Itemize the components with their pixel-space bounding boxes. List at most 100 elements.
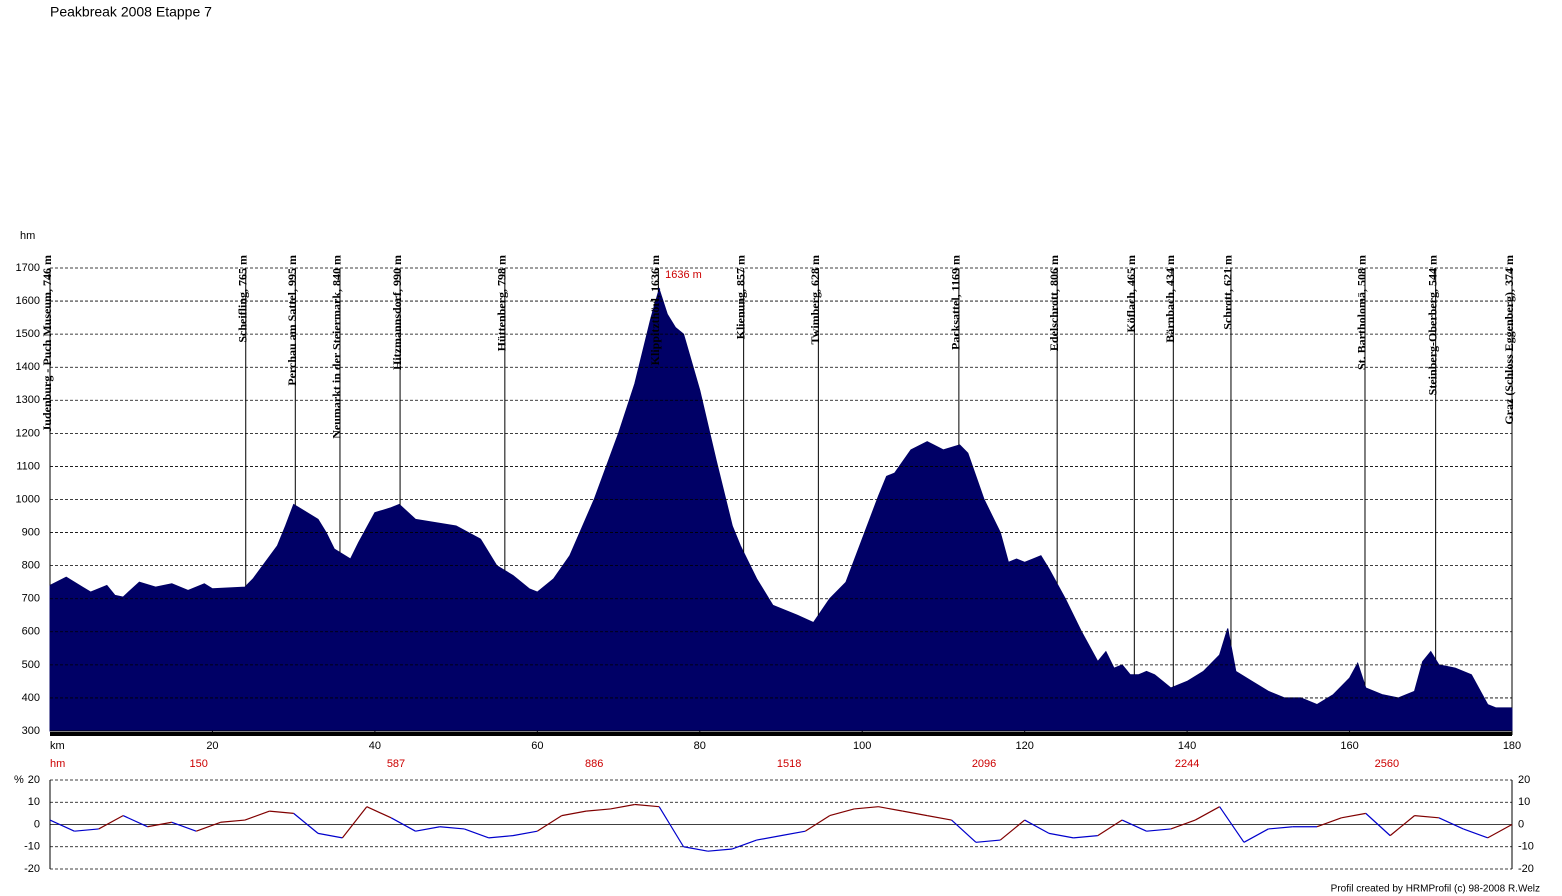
gradient-segment [1268,826,1293,830]
y-tick-label-right: -20 [1518,863,1534,875]
gradient-segment [1170,819,1196,830]
gradient-segment [317,832,343,839]
y-tick-label: 400 [22,692,40,704]
climb-value: 2560 [1375,758,1399,770]
waypoint-label: Neumarkt in der Steiermark, 840 m [330,255,344,439]
gradient-segment [561,810,587,817]
gradient-segment [1487,823,1513,839]
gradient-segment [1024,819,1050,834]
gradient-segment [854,806,879,810]
y-tick-label: 1500 [16,328,40,340]
x-tick-label: 180 [1503,740,1521,752]
gradient-segment [415,826,440,832]
gradient-segment [634,803,660,808]
y-tick-label: 1000 [16,493,40,505]
gradient-segment [610,803,635,810]
y-tick-label: 1100 [16,460,40,472]
gradient-segment [902,810,928,817]
gradient-segment [74,828,99,832]
waypoint-label: Klippitzthörl, 1636 m [648,255,662,365]
climb-value: 587 [387,758,405,770]
waypoint-label: Packsattel, 1169 m [949,255,963,350]
gradient-segment [732,839,757,850]
gradient-segment [1365,812,1391,837]
peak-label: 1636 m [665,269,702,281]
gradient-segment [805,815,831,832]
y-tick-label: 300 [22,725,40,737]
gradient-segment [1219,806,1245,843]
y-tick-label-right: 20 [1518,774,1530,786]
waypoint-label: Twimberg, 628 m [808,255,822,344]
gradient-segment [780,830,806,837]
gradient-segment [98,815,124,830]
gradient-segment [366,806,392,819]
y-tick-label-right: 0 [1518,818,1524,830]
gradient-segment [439,826,465,830]
y-tick-label: 0 [34,818,40,830]
y-tick-label: -20 [24,863,40,875]
waypoint-label: Scheifling, 765 m [235,255,249,343]
y-tick-label: 1200 [16,427,40,439]
gradient-segment [1243,828,1269,843]
x-tick-label: 140 [1178,740,1196,752]
gradient-segment [707,848,733,852]
y-tick-label: 1300 [16,394,40,406]
gradient-segment [683,846,709,852]
y-tick-label: 1600 [16,295,40,307]
waypoint-label: Judenburg - Puch Museum, 746 m [40,255,54,432]
gradient-segment [220,819,245,823]
waypoint-label: Hitzmannsdorf, 990 m [390,255,404,370]
y-tick-label: 800 [22,560,40,572]
gradient-segment [537,815,563,832]
gradient-segment [122,815,148,828]
y-tick-label: 1400 [16,361,40,373]
waypoint-label: Perchau am Sattel, 995 m [285,255,299,386]
gradient-segment [999,819,1026,841]
gradient-segment [1414,815,1439,819]
peak-marker [658,288,661,291]
gradient-segment [464,828,489,839]
gradient-segment [927,815,952,821]
gradient-segment [1097,819,1123,837]
gradient-segment [512,830,538,837]
waypoint-label: Graz (Schloss Eggenberg), 374 m [1502,255,1516,425]
y-tick-label: 500 [22,659,40,671]
gradient-segment [488,835,514,839]
gradient-segment [658,806,685,848]
x-tick-label: 80 [694,740,706,752]
y-tick-label: 1700 [16,262,40,274]
x-tick-label: 100 [853,740,871,752]
gradient-segment [147,821,172,828]
footer: Profil created by HRMProfil (c) 98-2008 … [1331,884,1540,895]
gradient-segment [1048,832,1074,839]
y-tick-label: -10 [24,841,40,853]
gradient-segment [171,821,197,832]
waypoint-label: Bärnbach, 434 m [1163,255,1177,343]
waypoint-label: Schrott, 621 m [1221,255,1235,330]
axis-band [50,732,1512,736]
y-tick-label: 20 [28,774,40,786]
x-tick-label: 60 [531,740,543,752]
gradient-segment [878,806,903,812]
gradient-segment [195,821,221,832]
gradient-segment [1073,835,1098,839]
gradient-segment [341,806,368,839]
gradient-segment [975,839,1001,843]
y-tick-label: 10 [28,796,40,808]
y-axis-label: % [14,774,24,786]
gradient-segment [756,835,782,841]
waypoint-label: Klienung, 857 m [733,255,747,339]
x-axis-label: km [50,740,65,752]
gradient-segment [586,808,611,812]
y-axis-label: hm [20,230,35,242]
gradient-segment [1389,815,1415,837]
x-tick-label: 160 [1340,740,1358,752]
y-tick-label-right: -10 [1518,841,1534,853]
climb-value: 2096 [972,758,996,770]
gradient-segment [293,812,319,834]
gradient-segment [1194,806,1220,821]
waypoint-label: Steinberg-Oberberg, 544 m [1425,255,1439,395]
climb-value: 150 [189,758,207,770]
waypoint-label: Edelschrott, 806 m [1047,255,1061,351]
gradient-segment [244,810,270,821]
